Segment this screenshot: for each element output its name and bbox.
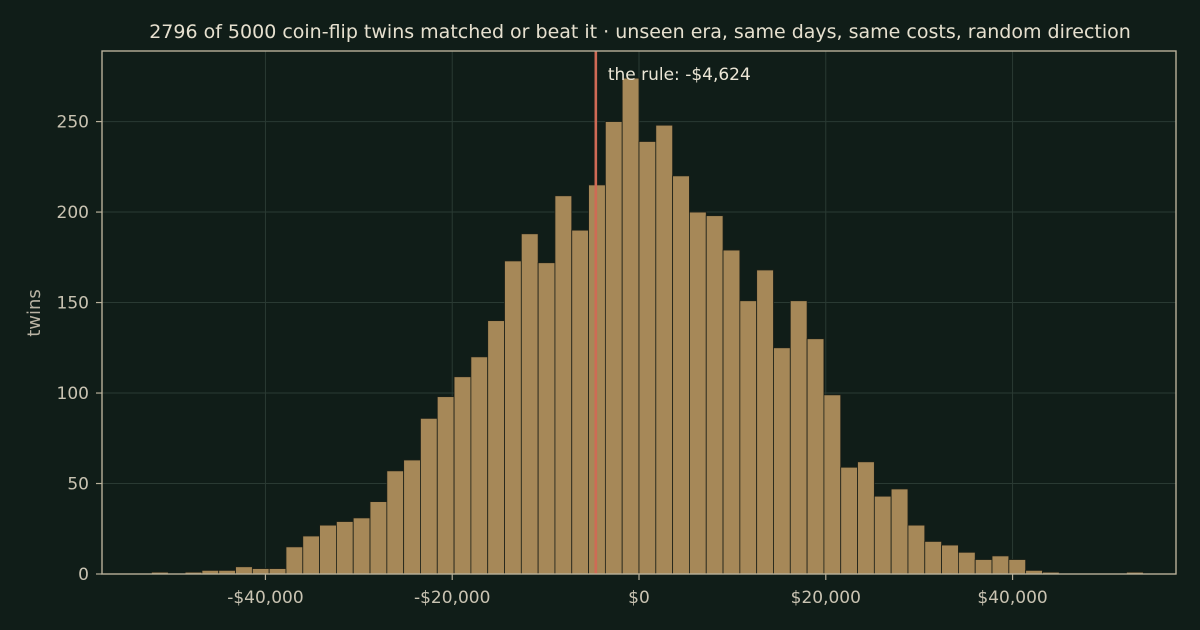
histogram-bar <box>1008 559 1027 575</box>
histogram-bar <box>336 521 354 575</box>
histogram-bar <box>285 546 304 575</box>
histogram-bar <box>689 211 707 575</box>
histogram-bar <box>235 566 253 575</box>
histogram-bar <box>504 260 522 575</box>
histogram-bars <box>151 77 1144 575</box>
reference-line-group: the rule: -$4,624 <box>594 51 751 574</box>
histogram-bar <box>369 501 388 575</box>
histogram-bar <box>352 517 371 575</box>
x-tick-label: $0 <box>628 588 650 608</box>
histogram-bar <box>739 300 758 575</box>
x-tick-label: -$20,000 <box>414 588 490 608</box>
y-tick-label: 250 <box>57 113 89 133</box>
histogram-bar <box>420 417 438 575</box>
histogram-bar <box>840 466 858 575</box>
histogram-bar <box>806 338 825 575</box>
histogram-bar <box>638 141 657 575</box>
histogram-bar <box>453 376 472 575</box>
y-tick-label: 150 <box>57 294 89 314</box>
y-tick-label: 200 <box>57 203 89 223</box>
histogram-bar <box>436 396 455 575</box>
histogram-bar <box>957 551 976 575</box>
y-tick-label: 100 <box>57 384 89 404</box>
histogram-bar <box>941 544 959 575</box>
histogram-bar <box>924 541 942 575</box>
histogram-bar <box>537 262 556 575</box>
histogram-bar <box>487 320 505 575</box>
histogram-bar <box>974 559 993 575</box>
histogram-bar <box>789 300 808 575</box>
histogram-bar <box>386 470 405 575</box>
histogram-bar <box>857 461 875 575</box>
x-tick-label: $40,000 <box>977 588 1047 608</box>
histogram-bar <box>520 233 539 575</box>
histogram-bar <box>991 555 1010 575</box>
histogram-bar <box>705 215 724 575</box>
histogram-bar <box>554 195 573 575</box>
chart-title: 2796 of 5000 coin-flip twins matched or … <box>149 21 1131 43</box>
x-tick-label: -$40,000 <box>227 588 303 608</box>
histogram-bar <box>823 394 842 575</box>
histogram-bar <box>268 568 287 575</box>
axes: -$40,000 -$20,000 $0 $20,000 $40,000 0 50 100 15… <box>57 50 1177 608</box>
y-axis-title: twins <box>24 289 45 337</box>
histogram-bar <box>907 524 926 575</box>
reference-line-label: the rule: -$4,624 <box>608 65 751 85</box>
histogram-bar <box>621 77 640 575</box>
histogram-bar <box>251 568 270 575</box>
histogram-bar <box>672 175 690 575</box>
histogram-bar <box>604 121 623 575</box>
histogram-bar <box>403 459 421 575</box>
histogram-bar <box>873 495 892 575</box>
x-tick-label: $20,000 <box>791 588 861 608</box>
histogram-bar <box>773 347 791 575</box>
histogram-bar <box>722 249 741 575</box>
y-tick-label: 0 <box>78 565 89 585</box>
histogram-bar <box>890 488 909 575</box>
histogram-bar <box>756 269 774 575</box>
y-tick-label: 50 <box>67 475 89 495</box>
histogram-bar <box>470 356 489 575</box>
histogram-bar <box>302 535 321 575</box>
histogram-bar <box>571 229 589 575</box>
histogram-bar <box>655 124 674 575</box>
histogram-bar <box>319 524 337 575</box>
